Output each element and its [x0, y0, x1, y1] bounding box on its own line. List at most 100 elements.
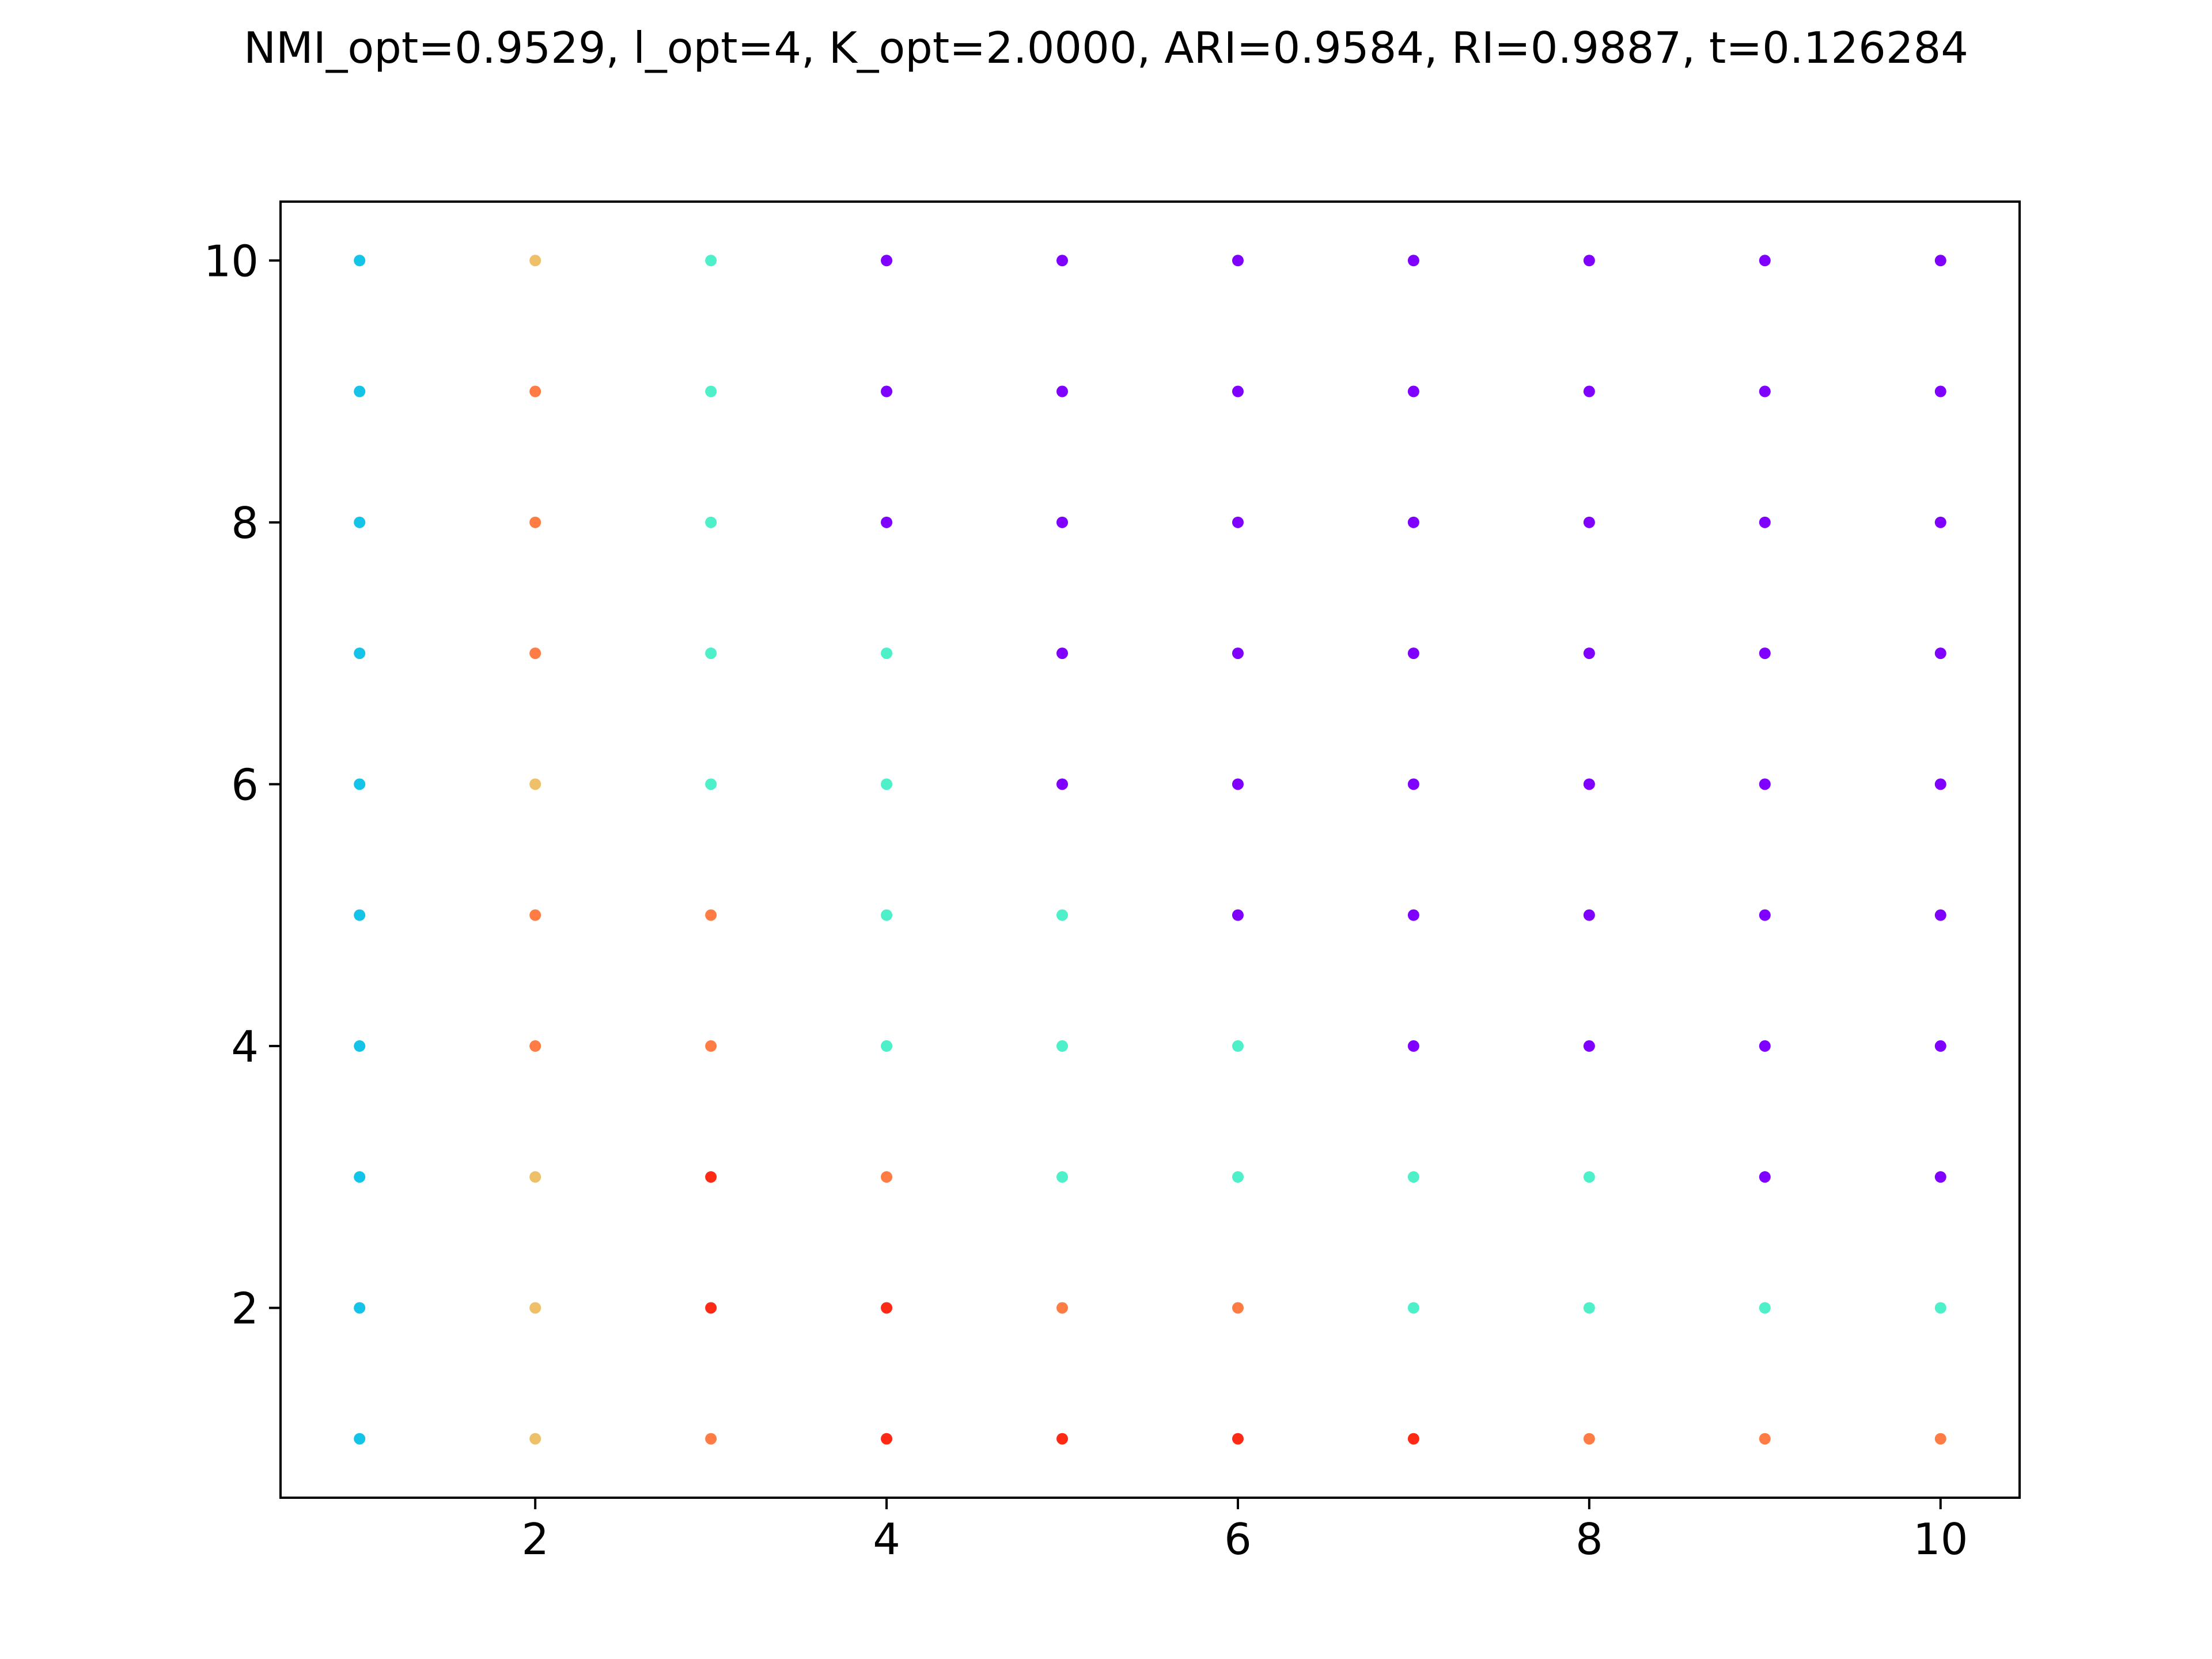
data-point — [1759, 647, 1771, 660]
y-tick-label: 6 — [231, 759, 259, 810]
data-point — [705, 255, 717, 267]
data-point — [1056, 647, 1069, 660]
data-point — [1759, 1171, 1771, 1183]
data-point — [1056, 255, 1069, 267]
data-point — [1759, 385, 1771, 397]
data-point — [1583, 385, 1595, 397]
data-point — [1232, 1302, 1244, 1314]
data-point — [881, 1302, 893, 1314]
data-point — [1407, 1302, 1419, 1314]
data-point — [881, 1171, 893, 1183]
data-point — [705, 909, 717, 921]
data-point — [529, 909, 541, 921]
data-point — [1056, 909, 1069, 921]
data-point — [1407, 255, 1419, 267]
data-point — [1583, 255, 1595, 267]
data-point — [1583, 1302, 1595, 1314]
data-point — [1407, 778, 1419, 790]
data-point — [1056, 1040, 1069, 1052]
data-point — [705, 647, 717, 660]
data-point — [705, 1433, 717, 1445]
data-point — [881, 385, 893, 397]
x-tick-label: 2 — [521, 1514, 549, 1565]
x-tick-label: 8 — [1575, 1514, 1603, 1565]
data-point — [354, 255, 366, 267]
data-point — [529, 1040, 541, 1052]
data-point — [1583, 1040, 1595, 1052]
data-point — [1759, 255, 1771, 267]
data-point — [354, 778, 366, 790]
plot-frame — [279, 200, 2021, 1499]
data-point — [1056, 1171, 1069, 1183]
data-point — [1583, 909, 1595, 921]
x-tick-label: 6 — [1224, 1514, 1252, 1565]
data-point — [1934, 647, 1946, 660]
y-tick-label: 2 — [231, 1283, 259, 1334]
data-point — [881, 647, 893, 660]
data-point — [1056, 516, 1069, 528]
data-point — [1232, 385, 1244, 397]
data-point — [881, 1040, 893, 1052]
data-point — [1407, 385, 1419, 397]
data-point — [1934, 255, 1946, 267]
data-point — [1407, 516, 1419, 528]
data-point — [1056, 385, 1069, 397]
data-point — [1583, 516, 1595, 528]
data-point — [1407, 1171, 1419, 1183]
data-point — [354, 1302, 366, 1314]
data-point — [1407, 909, 1419, 921]
y-tick-label: 4 — [231, 1021, 259, 1072]
data-point — [881, 909, 893, 921]
data-point — [354, 385, 366, 397]
data-point — [1232, 1040, 1244, 1052]
data-point — [1759, 516, 1771, 528]
data-point — [529, 1302, 541, 1314]
data-point — [705, 778, 717, 790]
data-point — [705, 516, 717, 528]
data-point — [1056, 1433, 1069, 1445]
data-point — [1583, 1433, 1595, 1445]
y-axis: 2 4 6 8 10 — [204, 236, 281, 1334]
data-point — [529, 1171, 541, 1183]
data-point — [1934, 516, 1946, 528]
data-point — [354, 909, 366, 921]
chart-title: NMI_opt=0.9529, l_opt=4, K_opt=2.0000, A… — [243, 22, 1969, 73]
data-point — [1583, 1171, 1595, 1183]
data-point — [1232, 909, 1244, 921]
x-tick-label: 4 — [873, 1514, 900, 1565]
data-point — [529, 385, 541, 397]
data-point — [354, 516, 366, 528]
data-point — [1934, 1433, 1946, 1445]
data-point — [881, 778, 893, 790]
data-point — [1232, 1171, 1244, 1183]
data-point — [354, 1040, 366, 1052]
data-point — [1056, 778, 1069, 790]
x-tick-label: 10 — [1913, 1514, 1968, 1565]
data-point — [529, 647, 541, 660]
data-point — [1232, 1433, 1244, 1445]
data-point — [1056, 1302, 1069, 1314]
y-tick-label: 10 — [204, 236, 259, 286]
x-axis: 2 4 6 8 10 — [521, 1498, 1968, 1565]
points-layer — [354, 255, 1946, 1445]
data-point — [529, 1433, 541, 1445]
data-point — [881, 1433, 893, 1445]
data-point — [1934, 778, 1946, 790]
data-point — [1759, 778, 1771, 790]
data-point — [1232, 647, 1244, 660]
data-point — [881, 255, 893, 267]
data-point — [529, 778, 541, 790]
data-point — [1934, 1302, 1946, 1314]
data-point — [1407, 647, 1419, 660]
data-point — [881, 516, 893, 528]
data-point — [705, 1302, 717, 1314]
data-point — [705, 1171, 717, 1183]
data-point — [354, 647, 366, 660]
data-point — [1934, 1171, 1946, 1183]
data-point — [1407, 1040, 1419, 1052]
data-point — [1407, 1433, 1419, 1445]
data-point — [1583, 647, 1595, 660]
data-point — [705, 1040, 717, 1052]
data-point — [1759, 1302, 1771, 1314]
